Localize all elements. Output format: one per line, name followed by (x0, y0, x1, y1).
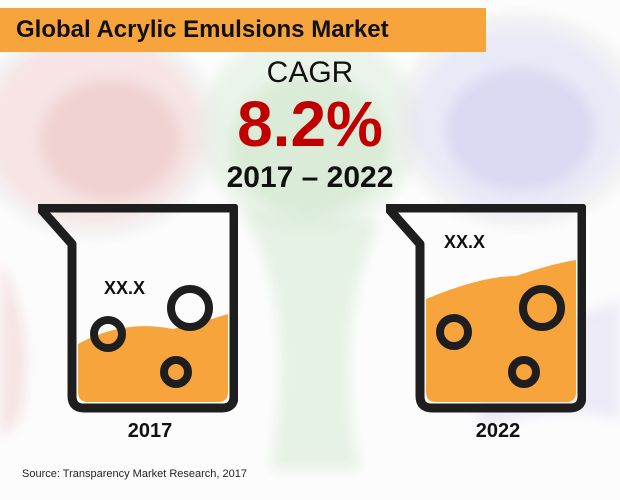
page-title: Global Acrylic Emulsions Market (16, 16, 389, 43)
beaker-2022-icon (386, 204, 586, 413)
bubble-bottom-2017 (160, 356, 192, 388)
value-label-2022: XX.X (444, 232, 486, 252)
bubble-small-2017 (90, 316, 126, 352)
year-label-2022: 2022 (475, 420, 521, 442)
bubble-large-2022 (519, 285, 565, 331)
beaker-2017-icon (38, 204, 238, 413)
bubble-large-2017 (167, 285, 213, 331)
beaker-2022-outline (386, 204, 586, 413)
beaker-2022-liquid (426, 260, 576, 402)
bubble-small-2022 (436, 314, 472, 350)
cagr-label: CAGR (266, 56, 354, 89)
forecast-period: 2017 – 2022 (226, 161, 394, 194)
bubble-bottom-2022 (508, 356, 540, 388)
source-note: Source: Transparency Market Research, 20… (22, 468, 248, 480)
value-label-2017: XX.X (104, 278, 146, 298)
year-label-2017: 2017 (127, 420, 173, 442)
beaker-2017-liquid (78, 314, 228, 402)
cagr-value: 8.2% (237, 88, 383, 160)
title-bar: Global Acrylic Emulsions Market (0, 8, 486, 52)
beaker-2017-outline (38, 204, 238, 413)
